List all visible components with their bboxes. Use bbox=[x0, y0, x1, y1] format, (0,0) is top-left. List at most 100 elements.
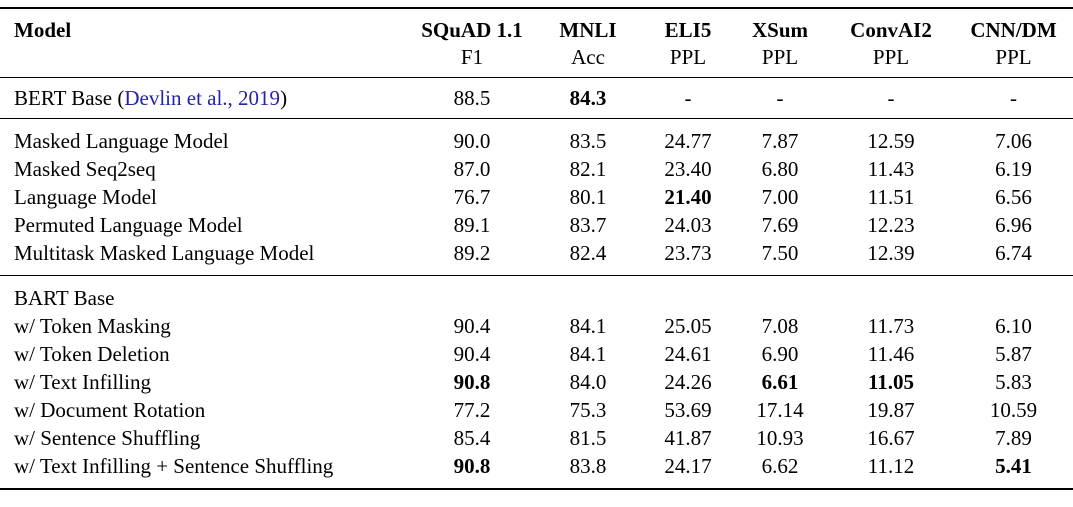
cell-squad: 90.8 bbox=[453, 370, 491, 394]
results-table: Model SQuAD 1.1 F1 MNLI Acc ELI5 PPL XSu… bbox=[0, 7, 1073, 490]
cell-squad: 76.7 bbox=[453, 185, 491, 209]
column-label: ConvAI2 bbox=[850, 18, 932, 42]
cell-squad: 90.8 bbox=[453, 454, 491, 478]
cell-xsum: 6.90 bbox=[761, 342, 799, 366]
cell-eli5: 24.61 bbox=[664, 342, 712, 366]
cell-eli5: 25.05 bbox=[664, 314, 712, 338]
table-header: Model SQuAD 1.1 F1 MNLI Acc ELI5 PPL XSu… bbox=[0, 8, 1073, 78]
cell-convai2 bbox=[828, 276, 954, 313]
cell-convai2: - bbox=[887, 86, 895, 110]
cell-convai2: 11.43 bbox=[867, 157, 915, 181]
model-name: w/ Document Rotation bbox=[14, 398, 206, 422]
cell-model: Masked Language Model bbox=[0, 119, 412, 156]
column-header-cnndm: CNN/DM PPL bbox=[954, 8, 1073, 78]
cell-model: Permuted Language Model bbox=[0, 211, 412, 239]
cell-mnli: 80.1 bbox=[569, 185, 607, 209]
model-name: BERT Base ( bbox=[14, 86, 125, 110]
cell-convai2: 12.59 bbox=[867, 129, 915, 153]
cell-squad: 85.4 bbox=[453, 426, 491, 450]
cell-model: w/ Text Infilling bbox=[0, 368, 412, 396]
section-pretraining-objectives: Masked Language Model 90.0 83.5 24.77 7.87 12… bbox=[0, 119, 1073, 276]
cell-mnli: 81.5 bbox=[569, 426, 607, 450]
model-name: w/ Token Masking bbox=[14, 314, 171, 338]
column-header-model: Model bbox=[0, 8, 412, 78]
section-bert-baseline: BERT Base (Devlin et al., 2019) 88.5 84.3 -… bbox=[0, 78, 1073, 119]
table-row: Language Model 76.7 80.1 21.40 7.00 11.51 6.56 bbox=[0, 183, 1073, 211]
cell-squad: 90.4 bbox=[453, 314, 491, 338]
model-name: Masked Seq2seq bbox=[14, 157, 156, 181]
cell-model: Language Model bbox=[0, 183, 412, 211]
column-sublabel: PPL bbox=[995, 45, 1032, 69]
column-label: ELI5 bbox=[664, 18, 712, 42]
column-header-eli5: ELI5 PPL bbox=[644, 8, 732, 78]
column-label: SQuAD 1.1 bbox=[421, 18, 523, 42]
cell-eli5: 23.73 bbox=[664, 241, 712, 265]
cell-cnndm: 6.10 bbox=[995, 314, 1032, 338]
cell-cnndm: 5.83 bbox=[995, 370, 1032, 394]
cell-model: BART Base bbox=[0, 276, 412, 313]
cell-convai2: 11.12 bbox=[867, 454, 915, 478]
cell-mnli: 84.0 bbox=[569, 370, 607, 394]
cell-mnli: 83.7 bbox=[569, 213, 607, 237]
cell-eli5: 23.40 bbox=[664, 157, 712, 181]
cell-xsum: 7.50 bbox=[761, 241, 799, 265]
model-name: Permuted Language Model bbox=[14, 213, 243, 237]
cell-squad: 90.0 bbox=[453, 129, 491, 153]
cell-xsum: 7.87 bbox=[761, 129, 799, 153]
cell-mnli: 84.3 bbox=[569, 86, 607, 110]
column-header-squad: SQuAD 1.1 F1 bbox=[412, 8, 532, 78]
cell-model: w/ Text Infilling + Sentence Shuffling bbox=[0, 452, 412, 489]
cell-convai2: 19.87 bbox=[867, 398, 915, 422]
cell-xsum: 7.69 bbox=[761, 213, 799, 237]
cell-xsum: 10.93 bbox=[756, 426, 804, 450]
cell-convai2: 11.46 bbox=[867, 342, 915, 366]
citation-link[interactable]: Devlin et al., 2019 bbox=[124, 86, 281, 110]
cell-model: Masked Seq2seq bbox=[0, 155, 412, 183]
column-sublabel: F1 bbox=[460, 45, 484, 69]
table-row: Masked Language Model 90.0 83.5 24.77 7.87 12… bbox=[0, 119, 1073, 156]
cell-mnli: 82.4 bbox=[569, 241, 607, 265]
cell-model: w/ Token Masking bbox=[0, 312, 412, 340]
cell-cnndm: 10.59 bbox=[989, 398, 1038, 422]
cell-xsum: 7.00 bbox=[761, 185, 799, 209]
cell-model: w/ Sentence Shuffling bbox=[0, 424, 412, 452]
table-row: BERT Base (Devlin et al., 2019) 88.5 84.3 -… bbox=[0, 78, 1073, 119]
cell-convai2: 11.51 bbox=[867, 185, 915, 209]
cell-squad: 89.1 bbox=[453, 213, 491, 237]
cell-mnli: 82.1 bbox=[569, 157, 607, 181]
cell-eli5: 53.69 bbox=[664, 398, 712, 422]
cell-cnndm bbox=[954, 276, 1073, 313]
column-sublabel: PPL bbox=[669, 45, 707, 69]
cell-model: w/ Document Rotation bbox=[0, 396, 412, 424]
cell-xsum: - bbox=[776, 86, 784, 110]
column-label: Model bbox=[14, 18, 72, 42]
cell-squad: 77.2 bbox=[453, 398, 491, 422]
model-name: w/ Text Infilling + Sentence Shuffling bbox=[14, 454, 334, 478]
model-name: w/ Sentence Shuffling bbox=[14, 426, 201, 450]
cell-mnli: 84.1 bbox=[569, 314, 607, 338]
table-row: Multitask Masked Language Model 89.2 82.4 2… bbox=[0, 239, 1073, 276]
cell-mnli: 75.3 bbox=[569, 398, 607, 422]
model-name: w/ Token Deletion bbox=[14, 342, 170, 366]
cell-mnli bbox=[532, 276, 644, 313]
table-row: w/ Text Infilling + Sentence Shuffling 90… bbox=[0, 452, 1073, 489]
cell-cnndm: 7.89 bbox=[995, 426, 1032, 450]
cell-convai2: 11.05 bbox=[867, 370, 915, 394]
cell-squad: 89.2 bbox=[453, 241, 491, 265]
table-row: w/ Document Rotation 77.2 75.3 53.69 17.14 19… bbox=[0, 396, 1073, 424]
cell-cnndm: 5.87 bbox=[995, 342, 1032, 366]
cell-eli5: - bbox=[684, 86, 692, 110]
cell-xsum: 17.14 bbox=[756, 398, 804, 422]
cell-xsum: 6.80 bbox=[761, 157, 799, 181]
column-sublabel: PPL bbox=[761, 45, 799, 69]
cell-eli5: 24.03 bbox=[664, 213, 712, 237]
cell-cnndm: 6.96 bbox=[995, 213, 1032, 237]
model-name: Language Model bbox=[14, 185, 157, 209]
cell-eli5 bbox=[644, 276, 732, 313]
cell-xsum: 6.62 bbox=[761, 454, 799, 478]
column-sublabel: PPL bbox=[872, 45, 910, 69]
model-name-suffix: ) bbox=[280, 86, 288, 110]
model-name: Masked Language Model bbox=[14, 129, 229, 153]
cell-eli5: 24.17 bbox=[664, 454, 712, 478]
section-bart-variants: BART Base w/ Token Masking 90.4 84.1 25.05 7.… bbox=[0, 276, 1073, 490]
